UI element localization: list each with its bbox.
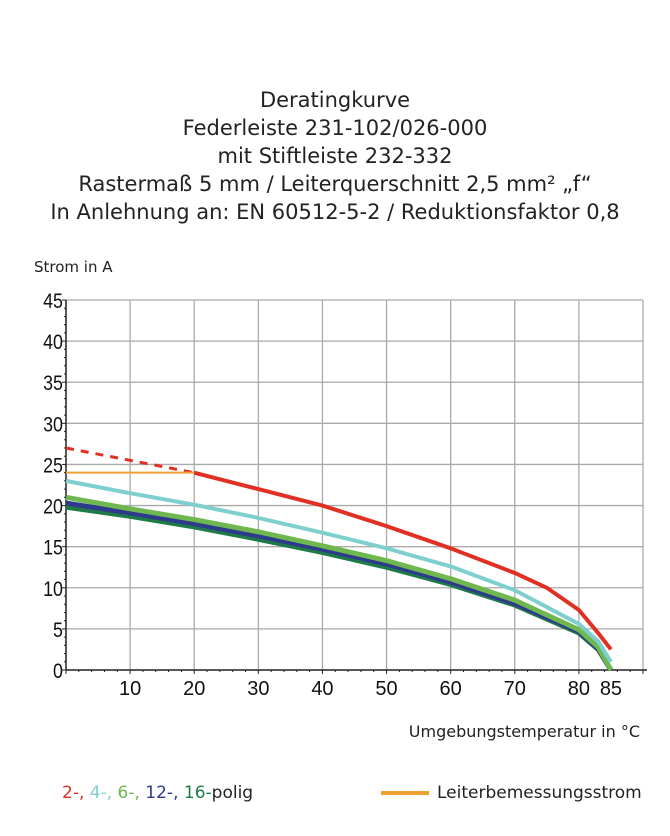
title-line: Rastermaß 5 mm / Leiterquerschnitt 2,5 m… (78, 172, 592, 196)
x-axis-label: Umgebungstemperatur in °C (408, 722, 640, 741)
y-tick-label: 25 (43, 454, 63, 478)
series-dashed-2-polig (65, 446, 195, 475)
legend-2: 2-, (62, 783, 85, 803)
y-tick-label: 10 (43, 577, 63, 601)
title-line: Federleiste 231-102/026-000 (182, 116, 488, 140)
legend-suffix: polig (211, 783, 254, 803)
legend-6: 6-, (117, 783, 140, 803)
series-line-4-polig (65, 478, 613, 663)
x-tick-label: 85 (600, 678, 622, 700)
legend-rated-label: Leiterbemessungsstrom (437, 783, 642, 803)
x-tick-label: 10 (119, 678, 141, 700)
series-line-16-polig (65, 504, 614, 672)
y-tick-label: 40 (43, 331, 63, 355)
x-tick-label: 80 (568, 678, 590, 700)
x-tick-label: 30 (247, 678, 269, 700)
legend-16: 16- (183, 783, 212, 803)
title-line: mit Stiftleiste 232-332 (217, 144, 453, 168)
x-tick-label: 50 (375, 678, 397, 700)
x-tick-label: 20 (183, 678, 205, 700)
series-line-6-polig (65, 494, 614, 672)
x-tick-label: 70 (504, 678, 526, 700)
legend-series: 2-, 4-, 6-, 12-, 16-polig (62, 783, 253, 803)
x-tick-label: 60 (440, 678, 462, 700)
legend-12: 12-, (145, 783, 179, 803)
title-line: In Anlehnung an: EN 60512-5-2 / Reduktio… (50, 200, 620, 224)
y-tick-label: 5 (53, 619, 63, 643)
series-line-12-polig (65, 500, 614, 672)
y-axis-label: Strom in A (34, 258, 113, 276)
legend-4: 4-, (89, 783, 113, 803)
y-tick-label: 35 (43, 372, 63, 396)
y-tick-label: 20 (43, 495, 63, 519)
y-tick-label: 45 (43, 290, 63, 314)
series-line-2-polig (193, 470, 613, 651)
y-tick-label: 0 (53, 660, 63, 684)
legend-orange-line-icon (381, 791, 429, 795)
legend-rated-current: Leiterbemessungsstrom (381, 783, 642, 803)
x-tick-label: 40 (311, 678, 333, 700)
chart-title: Deratingkurve Federleiste 231-102/026-00… (0, 86, 670, 226)
y-tick-label: 15 (43, 536, 63, 560)
y-tick-label: 30 (43, 413, 63, 437)
title-line: Deratingkurve (259, 88, 411, 112)
